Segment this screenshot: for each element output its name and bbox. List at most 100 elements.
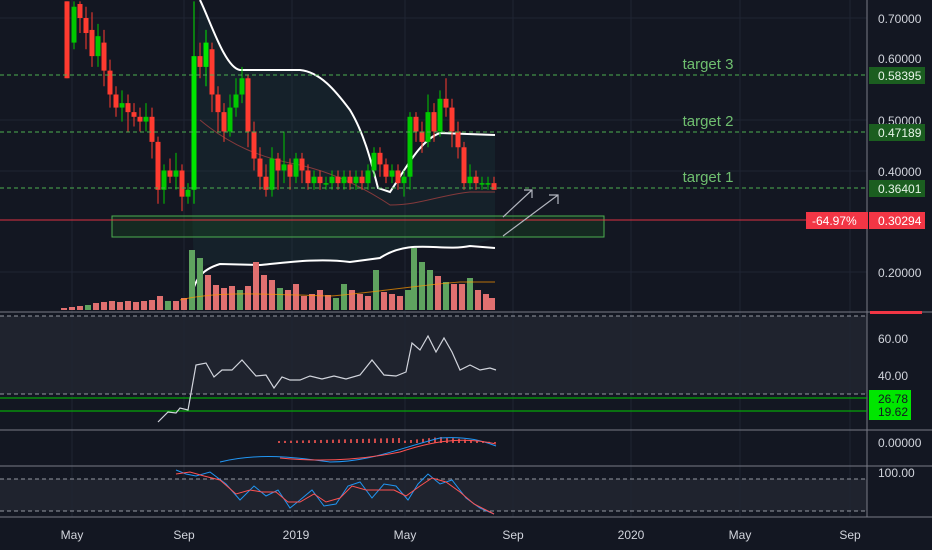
candle-body — [467, 176, 473, 184]
candle-body — [293, 158, 299, 177]
volume-bar — [373, 270, 379, 310]
candle-body — [167, 170, 173, 177]
volume-bar — [451, 284, 457, 310]
volume-bar — [489, 298, 495, 310]
time-axis[interactable]: May Sep 2019 May Sep 2020 May Sep — [61, 528, 861, 542]
candle-body — [437, 98, 443, 132]
candle-body — [491, 183, 497, 190]
macd-histogram-bar — [374, 438, 376, 443]
candle-body — [425, 112, 431, 142]
macd-histogram-bar — [404, 440, 406, 443]
macd-histogram-bar — [410, 440, 412, 443]
price-tick-label-hidden: 0.60000 — [878, 52, 922, 66]
macd-histogram-bar — [440, 437, 442, 443]
arrow-1 — [502, 189, 533, 218]
macd-line — [219, 437, 497, 463]
candle-body — [299, 158, 305, 171]
target-price-label: 0.47189 — [878, 126, 922, 140]
volume-bar — [205, 275, 211, 310]
volume-bar — [467, 278, 473, 310]
change-label: -64.97% — [812, 214, 857, 228]
volume-ma — [179, 281, 495, 301]
volume-bar — [349, 290, 355, 310]
band-fill — [190, 0, 495, 300]
upper-band — [199, 0, 496, 194]
target-price-tag — [869, 124, 925, 141]
volume-bar — [125, 301, 131, 310]
candle-body — [341, 176, 347, 184]
arrow-2 — [502, 194, 559, 237]
candle-body — [215, 94, 221, 113]
candle-body — [353, 176, 359, 184]
candle-body — [107, 70, 113, 95]
volume-bar — [389, 294, 395, 310]
macd-histogram-bar — [392, 438, 394, 443]
target-label: target 1 — [683, 169, 734, 186]
candle-body — [281, 164, 287, 171]
candle-body — [89, 29, 95, 57]
macd-histogram-bar — [494, 442, 496, 443]
rsi-tick-label: 40.00 — [878, 369, 908, 383]
candle-body — [401, 176, 407, 184]
volume-bar — [77, 306, 83, 310]
candle-body — [173, 170, 179, 177]
volume-bar — [93, 303, 99, 310]
price-marker-bar — [870, 311, 922, 314]
candle-body — [275, 158, 281, 171]
volume-bar — [213, 285, 219, 310]
candle-body — [245, 78, 251, 132]
candle-body — [119, 103, 125, 108]
volume-bar — [181, 298, 187, 310]
volume-bar — [427, 270, 433, 310]
volume-bar — [435, 276, 441, 310]
time-label: Sep — [502, 528, 524, 542]
volume-bar — [475, 290, 481, 310]
volume-bar — [341, 284, 347, 310]
macd-histogram-bar — [344, 439, 346, 443]
candle-body — [155, 141, 161, 190]
rsi-level-tag — [869, 403, 911, 420]
price-tick-label: 0.40000 — [878, 165, 922, 179]
candle-body — [125, 103, 131, 113]
price-axis[interactable]: 0.700000.500000.400000.200000.583950.471… — [806, 12, 925, 480]
price-tick-label: 0.20000 — [878, 266, 922, 280]
rsi-tick-label: 60.00 — [878, 332, 908, 346]
candle-body — [221, 112, 227, 132]
candle-body — [485, 183, 491, 185]
volume-bar — [317, 290, 323, 310]
volume-bar — [157, 296, 163, 310]
volume-bar — [459, 284, 465, 310]
macd-histogram-bar — [398, 438, 400, 443]
time-label: May — [61, 528, 84, 542]
volume-bar — [301, 296, 307, 310]
time-label: May — [394, 528, 417, 542]
volume-bar — [483, 294, 489, 310]
bollinger-bands — [189, 0, 496, 301]
macd-histogram-bar — [380, 438, 382, 443]
macd-histogram-bar — [302, 440, 304, 443]
volume-bar — [411, 248, 417, 310]
volume-bar — [237, 290, 243, 310]
candle-body — [209, 49, 215, 95]
stoch-d — [175, 471, 495, 515]
target-price-label: 0.58395 — [878, 69, 922, 83]
target-price-tag — [869, 67, 925, 84]
candle-body — [371, 152, 377, 171]
volume-bar — [443, 282, 449, 310]
candle-body — [383, 164, 389, 177]
volume-bar — [365, 296, 371, 310]
volume-bar — [309, 294, 315, 310]
volume-bar — [61, 308, 67, 310]
rsi-level-label: 19.62 — [878, 405, 908, 419]
volume-bar — [277, 288, 283, 310]
macd-histogram-bar — [470, 440, 472, 443]
candle-body — [203, 42, 209, 67]
candle-body — [449, 107, 455, 132]
time-label: May — [729, 528, 752, 542]
volume-bar — [173, 301, 179, 310]
candle-body — [257, 158, 263, 177]
candle-body — [263, 176, 269, 190]
macd-histogram-bar — [284, 440, 286, 443]
candle-body — [473, 176, 479, 184]
